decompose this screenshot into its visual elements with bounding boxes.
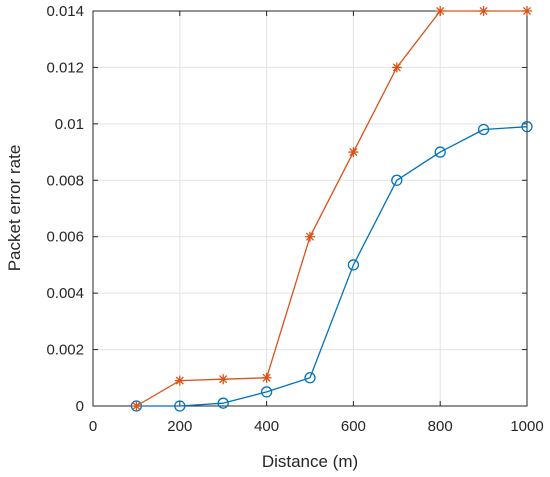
series-2-asterisk-marker [478,6,489,16]
x-tick-label: 1000 [510,418,543,435]
y-tick-label: 0.014 [46,3,84,20]
series-2-asterisk-marker [261,372,272,383]
series-1-circle-marker [347,259,360,271]
series-1-circle-marker [217,397,229,409]
series-1-circle-marker [260,386,273,398]
y-tick-label: 0.008 [46,172,84,189]
x-tick-label: 400 [254,418,279,435]
series-2-line [136,10,527,407]
series-2-asterisk-marker [348,147,359,158]
x-tick-label: 200 [167,418,192,435]
y-tick-label: 0 [76,398,84,415]
x-tick-label: 800 [428,418,453,435]
series-layer [130,6,533,412]
series-2-asterisk-marker [174,375,185,386]
y-tick-label: 0.012 [46,59,84,76]
y-tick-label: 0.002 [46,342,84,359]
x-tick-label: 0 [89,418,97,435]
x-axis-label: Distance (m) [262,452,358,471]
series-2-asterisk-marker [522,6,532,16]
series-1-circle-marker [174,400,186,412]
y-tick-label: 0.004 [46,285,84,302]
plot-area-frame [92,10,528,407]
series-2-asterisk-marker [218,374,229,385]
series-2-asterisk-marker [435,6,446,16]
series-2-asterisk-marker [391,62,402,73]
y-tick-label: 0.006 [46,229,84,246]
series-1-circle-marker [477,123,490,136]
axis-ticks: 0 200 400 600 800 1000 0 0.002 0.004 0.006 0.008 0.… [46,3,543,435]
series-1-line [136,126,528,407]
series-1-circle-marker [304,372,316,384]
y-tick-label: 0.01 [55,116,84,133]
series-2-asterisk-marker [131,401,142,411]
x-tick-label: 600 [341,418,366,435]
series-1-circle-marker [391,174,403,186]
series-2-asterisk-marker [305,231,315,242]
series-1-circle-marker [434,146,446,158]
series-1-circle-marker [521,121,533,133]
y-axis-label: Packet error rate [5,145,24,272]
